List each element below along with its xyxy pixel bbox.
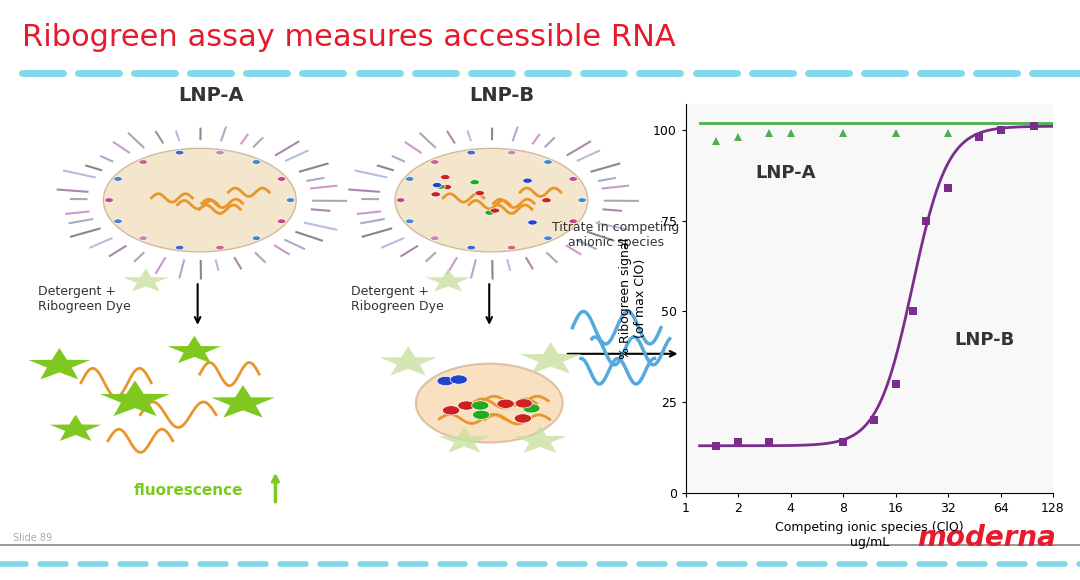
Circle shape [416, 364, 563, 443]
Circle shape [104, 148, 296, 252]
Circle shape [542, 198, 551, 203]
X-axis label: Competing ionic species (ClO)
ug/mL: Competing ionic species (ClO) ug/mL [775, 521, 963, 549]
Circle shape [252, 160, 260, 164]
Polygon shape [212, 385, 274, 418]
Polygon shape [426, 269, 471, 292]
Circle shape [497, 399, 514, 408]
Text: LNP-A: LNP-A [755, 164, 815, 182]
Circle shape [528, 220, 537, 225]
Polygon shape [123, 269, 168, 292]
Text: Detergent +
Ribogreen Dye: Detergent + Ribogreen Dye [38, 285, 131, 313]
Polygon shape [28, 348, 91, 379]
Circle shape [485, 210, 495, 215]
Circle shape [431, 192, 441, 197]
Polygon shape [862, 386, 931, 422]
Circle shape [569, 219, 578, 223]
Circle shape [450, 375, 468, 384]
Circle shape [578, 198, 586, 202]
Text: Slide 89: Slide 89 [13, 533, 52, 543]
Circle shape [405, 219, 414, 223]
Polygon shape [519, 342, 582, 374]
Circle shape [252, 236, 260, 241]
Polygon shape [50, 415, 102, 441]
Y-axis label: % Ribogreen signal
(of max ClO): % Ribogreen signal (of max ClO) [619, 238, 647, 359]
Text: LNP-B: LNP-B [470, 86, 535, 105]
Circle shape [395, 148, 588, 252]
Text: moderna: moderna [917, 524, 1056, 552]
Circle shape [473, 410, 490, 419]
Circle shape [523, 178, 532, 183]
Circle shape [278, 177, 286, 182]
Circle shape [431, 236, 440, 241]
Circle shape [543, 160, 552, 164]
Text: Titrate in competing
anionic species: Titrate in competing anionic species [552, 221, 679, 249]
Circle shape [175, 245, 184, 250]
Circle shape [113, 177, 122, 182]
Polygon shape [513, 426, 567, 453]
Circle shape [443, 405, 460, 415]
Circle shape [508, 245, 516, 250]
Circle shape [216, 245, 225, 250]
Circle shape [569, 177, 578, 182]
Circle shape [475, 191, 485, 195]
Circle shape [467, 150, 475, 155]
Polygon shape [878, 343, 936, 373]
Text: Ribogreen assay measures accessible RNA: Ribogreen assay measures accessible RNA [22, 23, 675, 52]
Polygon shape [167, 336, 221, 363]
Polygon shape [913, 339, 967, 366]
Circle shape [175, 150, 184, 155]
Circle shape [435, 184, 445, 189]
Polygon shape [811, 400, 874, 432]
Text: Detergent +
Ribogreen Dye: Detergent + Ribogreen Dye [351, 285, 444, 313]
Circle shape [105, 198, 113, 202]
Text: fluorescence: fluorescence [134, 483, 244, 498]
Circle shape [278, 219, 286, 223]
Circle shape [543, 236, 552, 241]
Circle shape [490, 208, 500, 213]
Polygon shape [800, 342, 863, 374]
Text: LNP-A: LNP-A [178, 86, 243, 105]
Text: LNP-B: LNP-B [955, 331, 1015, 350]
Circle shape [437, 376, 455, 386]
Circle shape [508, 150, 516, 155]
Circle shape [523, 404, 540, 413]
Circle shape [396, 198, 405, 202]
Circle shape [442, 184, 451, 190]
Text: fluorescence: fluorescence [936, 419, 1047, 434]
Polygon shape [100, 380, 170, 416]
Circle shape [514, 414, 531, 423]
Circle shape [286, 198, 295, 202]
Polygon shape [379, 346, 437, 376]
Circle shape [458, 401, 475, 410]
Circle shape [432, 183, 442, 188]
Circle shape [470, 180, 480, 185]
Circle shape [139, 160, 148, 164]
Circle shape [405, 177, 414, 182]
Circle shape [139, 236, 148, 241]
Circle shape [431, 160, 440, 164]
Circle shape [467, 245, 475, 250]
Circle shape [441, 175, 450, 180]
Circle shape [113, 219, 122, 223]
Circle shape [216, 150, 225, 155]
Polygon shape [438, 426, 490, 452]
Circle shape [515, 398, 532, 408]
Circle shape [472, 401, 489, 410]
